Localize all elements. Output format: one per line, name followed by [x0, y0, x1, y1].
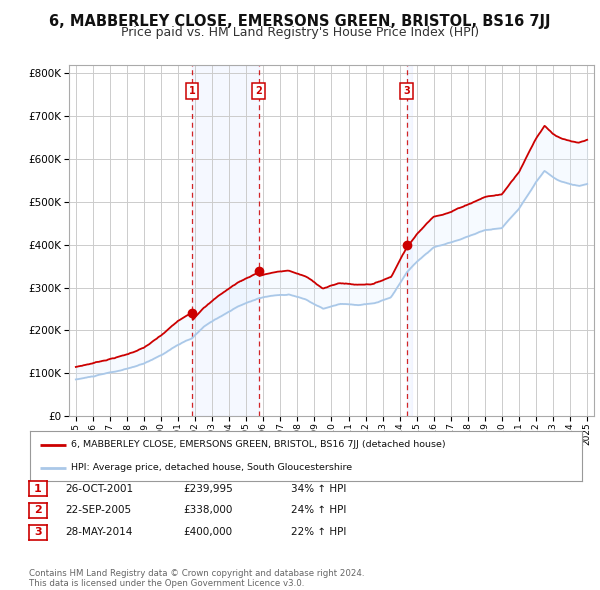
Text: Price paid vs. HM Land Registry's House Price Index (HPI): Price paid vs. HM Land Registry's House … — [121, 26, 479, 39]
Text: 2: 2 — [34, 506, 41, 515]
Text: 1: 1 — [188, 86, 196, 96]
Text: HPI: Average price, detached house, South Gloucestershire: HPI: Average price, detached house, Sout… — [71, 463, 353, 473]
Text: 3: 3 — [34, 527, 41, 537]
Text: Contains HM Land Registry data © Crown copyright and database right 2024.: Contains HM Land Registry data © Crown c… — [29, 569, 364, 578]
Text: £400,000: £400,000 — [183, 527, 232, 537]
Text: 28-MAY-2014: 28-MAY-2014 — [65, 527, 132, 537]
Text: 6, MABBERLEY CLOSE, EMERSONS GREEN, BRISTOL, BS16 7JJ: 6, MABBERLEY CLOSE, EMERSONS GREEN, BRIS… — [49, 14, 551, 29]
Text: 24% ↑ HPI: 24% ↑ HPI — [291, 506, 346, 515]
Bar — [192, 65, 259, 416]
Text: 22% ↑ HPI: 22% ↑ HPI — [291, 527, 346, 537]
Text: 26-OCT-2001: 26-OCT-2001 — [65, 484, 133, 493]
Text: This data is licensed under the Open Government Licence v3.0.: This data is licensed under the Open Gov… — [29, 579, 304, 588]
Text: 1: 1 — [34, 484, 41, 493]
Bar — [407, 65, 412, 416]
Text: 6, MABBERLEY CLOSE, EMERSONS GREEN, BRISTOL, BS16 7JJ (detached house): 6, MABBERLEY CLOSE, EMERSONS GREEN, BRIS… — [71, 440, 446, 449]
Text: 34% ↑ HPI: 34% ↑ HPI — [291, 484, 346, 493]
Text: 22-SEP-2005: 22-SEP-2005 — [65, 506, 131, 515]
Text: £239,995: £239,995 — [183, 484, 233, 493]
Text: 3: 3 — [403, 86, 410, 96]
Text: 2: 2 — [255, 86, 262, 96]
Text: £338,000: £338,000 — [183, 506, 232, 515]
